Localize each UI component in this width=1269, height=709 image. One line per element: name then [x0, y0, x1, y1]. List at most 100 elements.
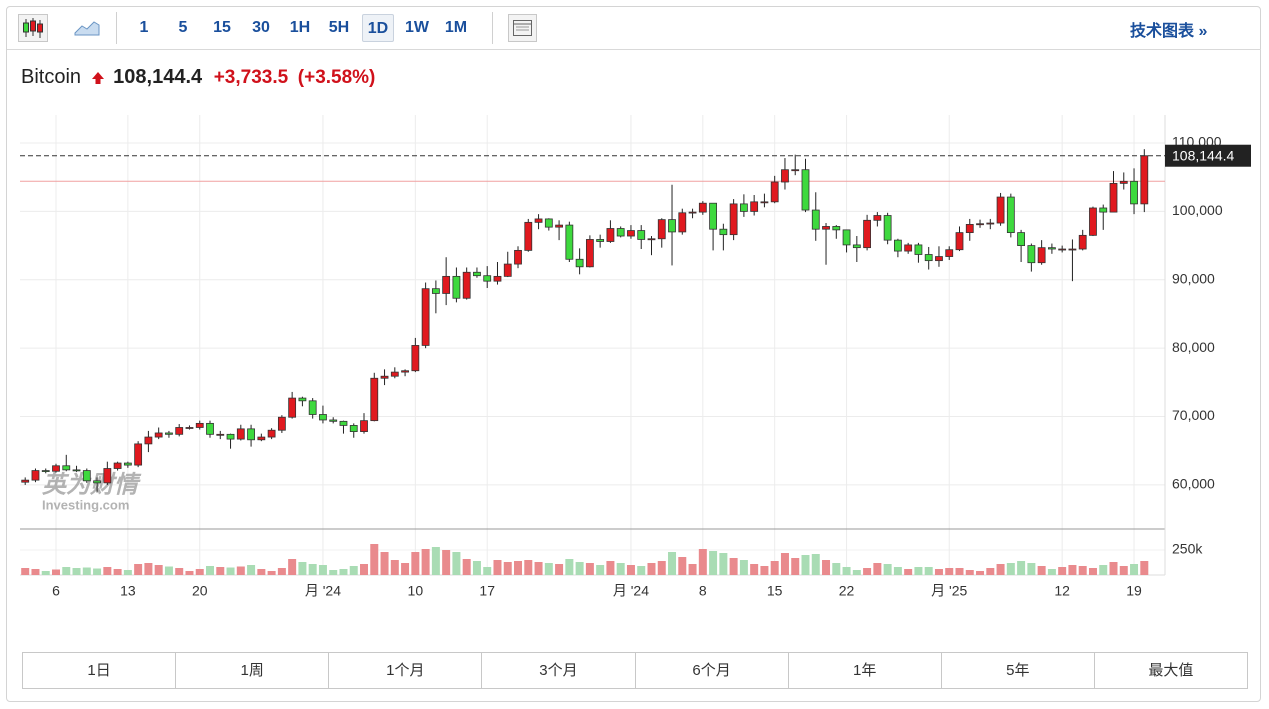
candle-body — [1109, 182, 1118, 213]
candle-body — [863, 219, 871, 249]
layout-icon[interactable] — [508, 14, 537, 42]
volume-bar — [349, 566, 358, 575]
candle-body — [657, 219, 666, 240]
volume-bar — [647, 563, 656, 575]
volume-bar — [780, 553, 789, 575]
candle-body — [360, 420, 368, 432]
interval-button[interactable]: 1M — [444, 19, 468, 36]
y-tick-label: 60,000 — [1172, 476, 1215, 492]
candle-body — [514, 249, 522, 265]
candle-body — [924, 254, 933, 262]
candle-body — [678, 212, 687, 233]
candle-body — [986, 222, 995, 225]
icon-body — [30, 20, 36, 32]
volume-bar — [1140, 561, 1149, 575]
volume-bar — [555, 564, 564, 575]
candle-body — [893, 239, 902, 252]
candle-body — [421, 288, 430, 346]
candle-body — [739, 203, 748, 212]
range-button[interactable]: 1年 — [787, 653, 941, 688]
volume-bar — [1109, 562, 1118, 575]
candle-body — [247, 428, 255, 441]
volume-bar — [1119, 566, 1128, 575]
volume-bar — [360, 564, 369, 575]
x-tick-label: 月 '25 — [931, 583, 967, 599]
candle-body — [370, 377, 379, 422]
candle-body — [134, 443, 143, 466]
range-button[interactable]: 1个月 — [328, 653, 481, 688]
interval-button[interactable]: 1 — [139, 19, 149, 36]
volume-bar — [575, 562, 584, 575]
candle-body — [1027, 245, 1036, 264]
area-icon[interactable] — [74, 18, 100, 36]
volume-bar — [934, 569, 943, 575]
volume-bar — [483, 567, 492, 575]
candle-body — [452, 275, 461, 299]
volume-bar — [247, 565, 256, 575]
range-button[interactable]: 1周 — [175, 653, 328, 688]
candle-body — [1119, 180, 1128, 184]
interval-button[interactable]: 5 — [178, 19, 188, 36]
volume-bar — [1017, 561, 1026, 575]
interval-button[interactable]: 1D — [362, 14, 394, 42]
candle-body — [93, 480, 101, 484]
volume-bar — [1068, 565, 1077, 575]
interval-button[interactable]: 1H — [289, 19, 311, 36]
volume-bar — [852, 570, 861, 575]
volume-bar — [657, 561, 666, 575]
candle-body — [976, 223, 984, 226]
volume-bar — [257, 569, 266, 575]
range-button[interactable]: 最大值 — [1093, 653, 1247, 688]
volume-bar — [924, 567, 933, 575]
candle-body — [770, 181, 779, 203]
watermark-logo: 英为财情 — [42, 471, 142, 498]
candle-body — [524, 221, 533, 251]
technical-chart-link[interactable]: 技术图表 » — [1130, 23, 1208, 40]
volume-bar — [82, 567, 91, 575]
candle-body — [236, 428, 245, 440]
volume-bar — [52, 569, 61, 575]
volume-bar — [616, 563, 625, 575]
candle-body — [493, 275, 502, 282]
volume-bar — [1027, 563, 1036, 575]
candle-body — [996, 196, 1005, 224]
volume-bar — [62, 567, 71, 575]
candle-body — [852, 244, 861, 249]
candle-body — [945, 249, 954, 257]
volume-bar — [164, 566, 173, 575]
candle-icon[interactable] — [18, 14, 48, 42]
x-tick-label: 6 — [52, 583, 60, 599]
candle-body — [616, 228, 625, 237]
last-price-label: 108,144.4 — [1172, 147, 1234, 163]
candle-body — [698, 202, 707, 213]
range-button[interactable]: 6个月 — [634, 653, 788, 688]
interval-button[interactable]: 5H — [328, 19, 350, 36]
interval-button[interactable]: 30 — [252, 19, 270, 36]
candle-body — [62, 465, 71, 471]
icon-area — [74, 21, 100, 36]
candle-body — [1048, 247, 1056, 250]
volume-bar — [154, 565, 163, 575]
volume-bar — [1006, 563, 1015, 575]
volume-bar — [380, 552, 389, 575]
candle-body — [113, 462, 122, 469]
volume-bar — [401, 563, 410, 575]
range-button[interactable]: 5年 — [940, 653, 1094, 688]
candle-body — [308, 400, 317, 415]
candle-body — [298, 397, 307, 402]
volume-bar — [329, 570, 338, 575]
candle-body — [339, 420, 348, 426]
candle-body — [216, 433, 225, 436]
y-tick-label: 90,000 — [1172, 270, 1215, 286]
volume-bar — [236, 566, 245, 575]
candle-body — [668, 219, 676, 233]
candle-body — [565, 224, 574, 260]
candle-body — [195, 422, 204, 428]
last-price-box — [1165, 144, 1251, 167]
range-button[interactable]: 3个月 — [481, 653, 634, 688]
candle-body — [842, 229, 851, 246]
range-button[interactable]: 1日 — [87, 662, 111, 679]
interval-button[interactable]: 1W — [405, 19, 429, 36]
interval-button[interactable]: 15 — [213, 19, 231, 36]
